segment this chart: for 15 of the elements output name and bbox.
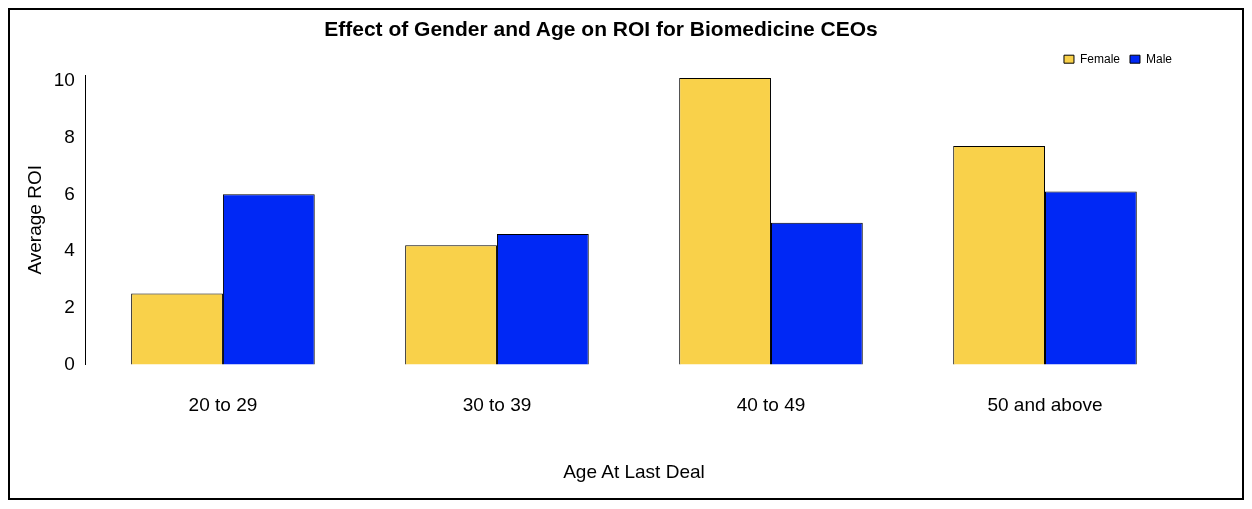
x-tick-label: 20 to 29 — [188, 394, 258, 416]
x-tick-label: 40 to 49 — [736, 394, 806, 416]
y-tick-label: 10 — [53, 69, 75, 91]
y-tick-label: 4 — [64, 239, 76, 261]
x-tick-label: 30 to 39 — [462, 394, 532, 416]
legend-label: Male — [1145, 51, 1173, 66]
legend-label: Female — [1079, 51, 1121, 66]
chart-title: Effect of Gender and Age on ROI for Biomedicine CEOs — [324, 17, 878, 41]
y-tick-label: 0 — [64, 352, 75, 374]
x-tick-label: 50 and above — [987, 394, 1103, 416]
y-tick-label: 2 — [64, 295, 75, 317]
y-tick-label: 8 — [64, 125, 75, 147]
y-axis-title: Average ROI — [23, 165, 45, 275]
y-tick-label: 6 — [64, 182, 75, 204]
x-axis-title: Age At Last Deal — [563, 460, 705, 482]
